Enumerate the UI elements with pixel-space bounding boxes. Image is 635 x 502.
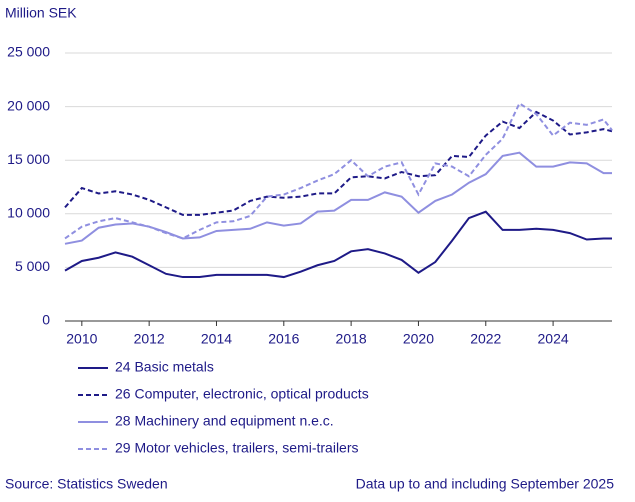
x-tick-label: 2022 (470, 331, 501, 347)
y-tick-label: 10 000 (7, 205, 50, 221)
x-tick-label: 2016 (268, 331, 299, 347)
series-line (64, 110, 613, 216)
legend-label: 29 Motor vehicles, trailers, semi-traile… (115, 440, 359, 456)
y-tick-label: 20 000 (7, 97, 50, 113)
x-tick-label: 2012 (134, 331, 165, 347)
x-tick-label: 2020 (403, 331, 434, 347)
x-tick-label: 2024 (538, 331, 569, 347)
source: Source: Statistics Sweden (5, 476, 168, 492)
series-line (64, 210, 612, 279)
x-tick-label: 2010 (66, 331, 97, 347)
x-tick-label: 2014 (201, 331, 232, 347)
note: Data up to and including September 2025 (356, 476, 615, 492)
y-axis-label: Million SEK (5, 5, 77, 21)
legend-label: 28 Machinery and equipment n.e.c. (115, 413, 334, 429)
legend-label: 26 Computer, electronic, optical product… (115, 386, 369, 402)
y-tick-label: 5 000 (15, 258, 50, 274)
y-tick-label: 0 (42, 312, 50, 328)
x-tick-label: 2018 (336, 331, 367, 347)
series-line (64, 101, 613, 240)
y-tick-label: 15 000 (7, 151, 50, 167)
y-tick-label: 25 000 (7, 44, 50, 60)
legend-label: 24 Basic metals (115, 359, 214, 375)
